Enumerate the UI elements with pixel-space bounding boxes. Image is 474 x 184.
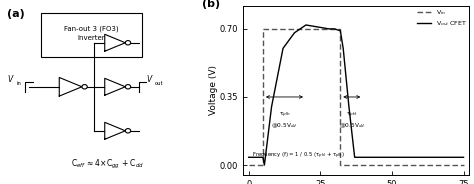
Text: out: out: [155, 82, 164, 86]
Text: C$_{eff}$ ≈ 4×C$_{gg}$ + C$_{dd}$: C$_{eff}$ ≈ 4×C$_{gg}$ + C$_{dd}$: [71, 158, 144, 171]
FancyBboxPatch shape: [41, 13, 142, 57]
Text: τ$_{phl}$
@0.5V$_{dd}$: τ$_{phl}$ @0.5V$_{dd}$: [338, 111, 365, 130]
Legend: V$_{in}$, V$_{out}$ CFET: V$_{in}$, V$_{out}$ CFET: [416, 7, 468, 29]
Text: (b): (b): [202, 0, 220, 9]
Text: V: V: [8, 75, 13, 84]
Text: τ$_{plh}$
@0.5V$_{dd}$: τ$_{plh}$ @0.5V$_{dd}$: [271, 111, 298, 130]
Text: (a): (a): [7, 9, 25, 19]
Y-axis label: Voltage (V): Voltage (V): [209, 65, 218, 115]
Text: V: V: [147, 75, 152, 84]
Text: Fan-out 3 (FO3)
Inverter: Fan-out 3 (FO3) Inverter: [64, 26, 118, 41]
Text: Frequency (f) = 1 / 0.5 (τ$_{phl}$ + τ$_{plh}$): Frequency (f) = 1 / 0.5 (τ$_{phl}$ + τ$_…: [252, 151, 345, 161]
Text: in: in: [17, 82, 21, 86]
